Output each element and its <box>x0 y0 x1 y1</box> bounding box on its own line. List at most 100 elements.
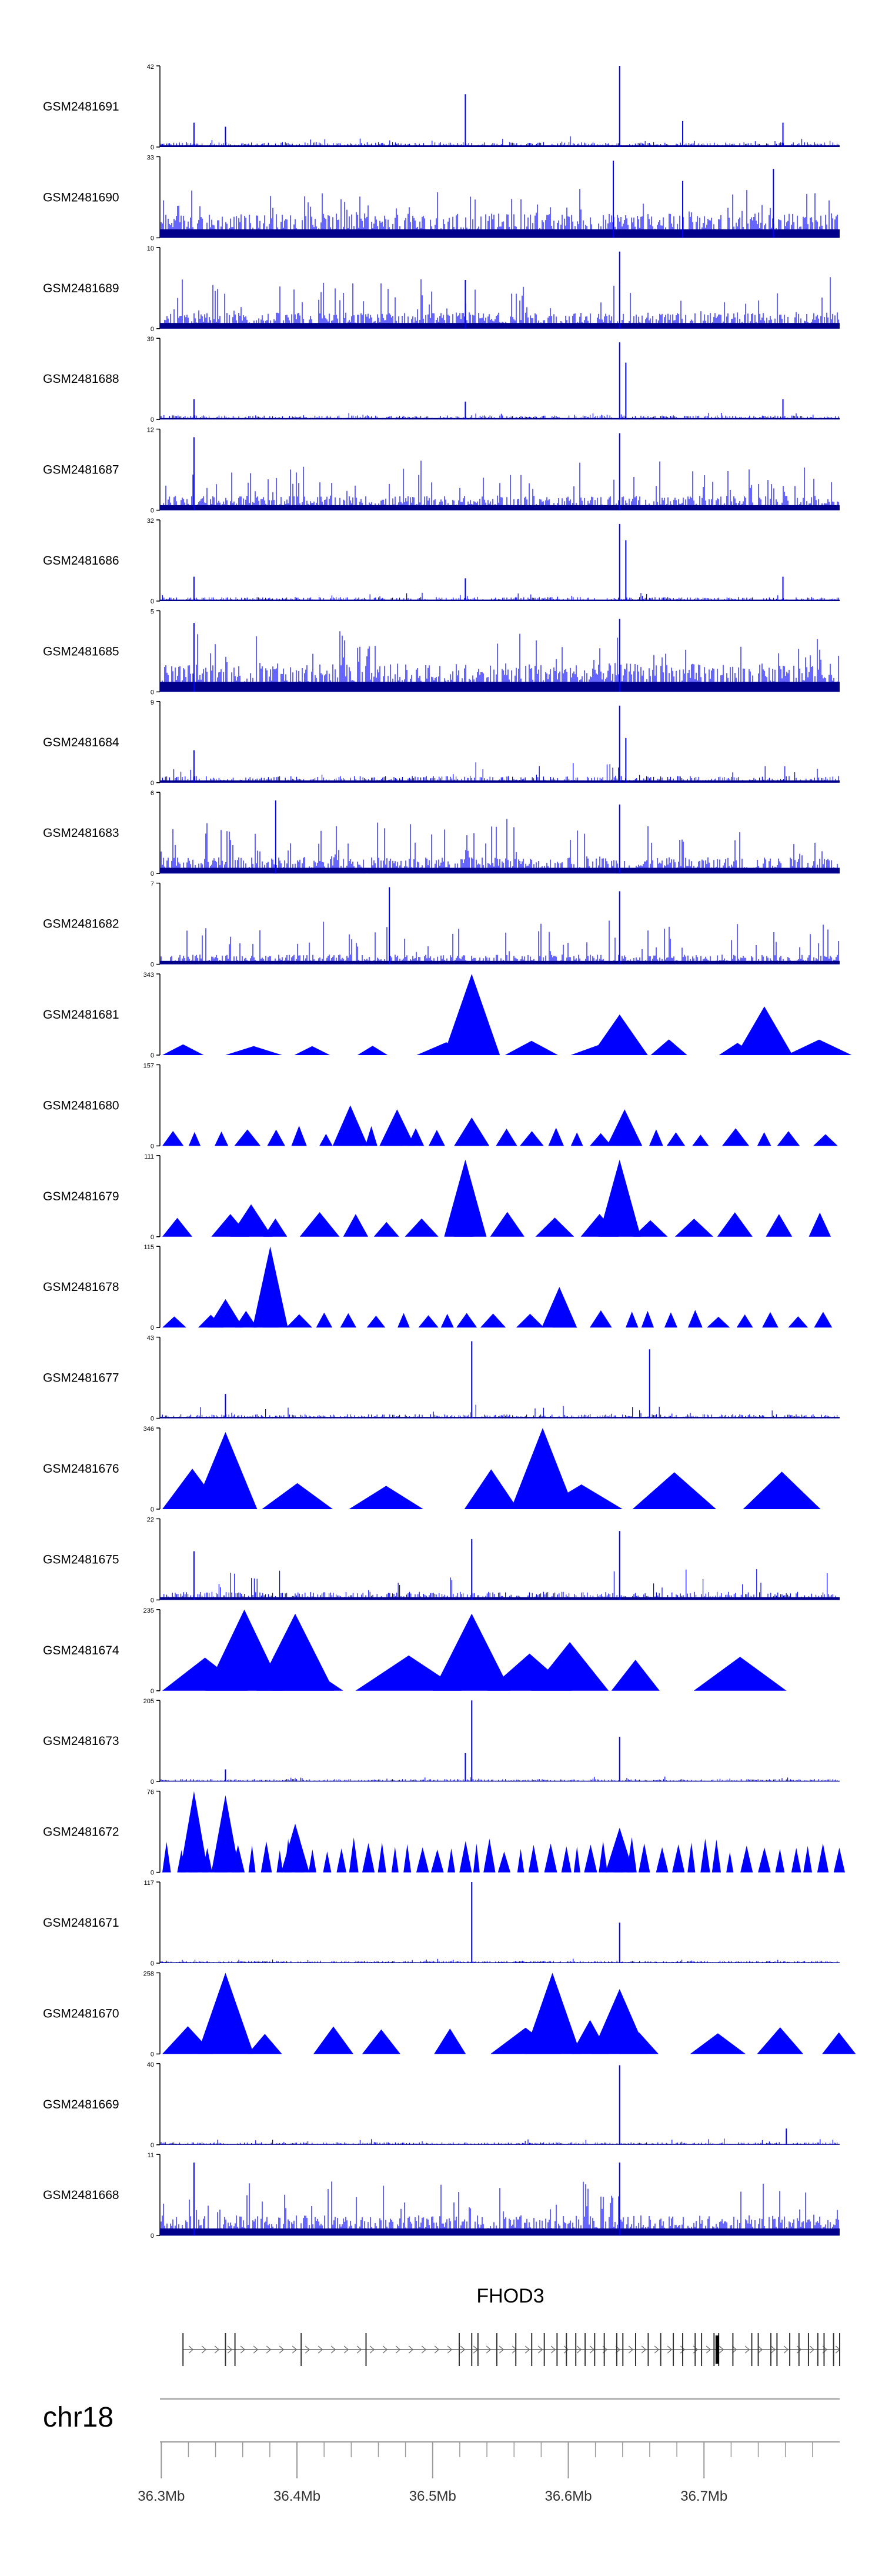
track-signal <box>160 2065 840 2145</box>
track-ymin-label: 0 <box>151 1052 154 1059</box>
signal-baseline <box>160 867 840 874</box>
gene-track: FHOD3 <box>182 2285 841 2366</box>
track-GSM2481684: GSM2481684 9 0 <box>43 699 840 787</box>
track-ymin-label: 0 <box>151 1597 154 1604</box>
track-ymax-label: 32 <box>147 518 154 525</box>
strand-arrow <box>356 2345 362 2354</box>
track-signal <box>162 1159 831 1237</box>
track-label: GSM2481678 <box>43 1280 119 1294</box>
track-label: GSM2481677 <box>43 1372 119 1385</box>
signal-peak <box>531 1642 609 1691</box>
signal-baseline <box>160 780 840 783</box>
signal-triangles <box>162 1212 831 1237</box>
signal-peak <box>252 1246 288 1328</box>
track-ymax-label: 76 <box>147 1789 154 1796</box>
axis-tick-label: 36.7Mb <box>680 2488 727 2504</box>
signal-peak <box>281 1823 310 1873</box>
track-ymax-label: 343 <box>143 972 154 979</box>
strand-arrow <box>421 2345 427 2354</box>
signal-peak <box>211 1795 240 1873</box>
gene-exon-cluster <box>715 2335 719 2364</box>
track-GSM2481672: GSM2481672 76 0 <box>43 1789 845 1877</box>
strand-arrow <box>253 2345 259 2354</box>
track-ymin-label: 0 <box>151 870 154 877</box>
strand-arrow <box>667 2345 673 2354</box>
track-ymin-label: 0 <box>151 1234 154 1241</box>
track-signal <box>162 974 852 1055</box>
track-ymin-label: 0 <box>151 598 154 605</box>
gene-name-label: FHOD3 <box>476 2285 544 2307</box>
track-ymin-label: 0 <box>151 1506 154 1513</box>
signal-peak <box>197 1973 254 2054</box>
track-signal <box>162 1246 833 1328</box>
track-signal <box>160 251 840 329</box>
strand-arrow <box>563 2345 569 2354</box>
track-signal <box>160 342 840 420</box>
track-signal <box>160 161 840 238</box>
signal-peak <box>444 1159 487 1237</box>
track-ymax-label: 39 <box>147 336 154 343</box>
signal-peak <box>591 1989 648 2054</box>
strand-arrow <box>654 2345 660 2354</box>
signal-baseline <box>160 323 840 329</box>
track-label: GSM2481691 <box>43 100 119 114</box>
track-ymax-label: 10 <box>147 245 154 252</box>
signal-peak <box>510 1428 574 1509</box>
track-ymax-label: 117 <box>143 1880 154 1887</box>
track-GSM2481685: GSM2481685 5 0 <box>43 608 840 696</box>
track-GSM2481676: GSM2481676 346 0 <box>43 1426 821 1513</box>
track-GSM2481682: GSM2481682 7 0 <box>43 881 840 969</box>
signal-baseline <box>160 599 840 601</box>
axis-tick-label: 36.5Mb <box>409 2488 456 2504</box>
strand-arrow <box>447 2345 453 2354</box>
strand-arrow <box>550 2345 556 2354</box>
signal-baseline <box>160 145 840 147</box>
track-ymin-label: 0 <box>151 144 154 151</box>
track-ymin-label: 0 <box>151 1143 154 1150</box>
track-ymin-label: 0 <box>151 1960 154 1967</box>
strand-arrow <box>641 2345 647 2354</box>
strand-arrow <box>279 2345 285 2354</box>
track-label: GSM2481676 <box>43 1462 119 1476</box>
signal-peak <box>256 1613 335 1691</box>
track-ymin-label: 0 <box>151 1416 154 1423</box>
strand-arrow <box>434 2345 440 2354</box>
strand-arrow <box>589 2345 595 2354</box>
signal-bars <box>161 461 839 510</box>
track-ymin-label: 0 <box>151 508 154 515</box>
signal-triangles <box>162 1310 833 1328</box>
track-ymin-label: 0 <box>151 962 154 969</box>
track-ymin-label: 0 <box>151 1688 154 1695</box>
track-label: GSM2481672 <box>43 1826 119 1839</box>
track-label: GSM2481681 <box>43 1008 119 1022</box>
track-ymax-label: 205 <box>143 1698 154 1705</box>
signal-peak <box>607 1109 643 1146</box>
axis-tick-label: 36.6Mb <box>544 2488 592 2504</box>
track-ymax-label: 9 <box>151 699 154 706</box>
track-label: GSM2481669 <box>43 2098 119 2111</box>
track-label: GSM2481687 <box>43 463 119 477</box>
genome-axis: 36.3Mb 36.4Mb 36.5Mb 36.6Mb 36.7Mb <box>138 2441 840 2504</box>
strand-arrow <box>305 2345 310 2354</box>
track-label: GSM2481685 <box>43 645 119 658</box>
strand-arrow <box>757 2345 763 2354</box>
track-ymin-label: 0 <box>151 1778 154 1786</box>
track-ymin-label: 0 <box>151 235 154 242</box>
track-ymin-label: 0 <box>151 326 154 333</box>
chromosome-label: chr18 <box>43 2402 113 2433</box>
signal-baseline <box>160 682 840 692</box>
track-signal <box>162 1105 838 1146</box>
track-GSM2481678: GSM2481678 115 0 <box>43 1244 833 1332</box>
track-label: GSM2481675 <box>43 1553 119 1566</box>
track-ymin-label: 0 <box>151 780 154 787</box>
strand-arrow <box>499 2345 505 2354</box>
track-ymin-label: 0 <box>151 1324 154 1332</box>
track-ymax-label: 6 <box>151 790 154 797</box>
track-signal <box>160 2163 840 2236</box>
signal-peak <box>443 974 500 1055</box>
strand-arrow <box>576 2345 582 2354</box>
track-ymax-label: 11 <box>148 2152 154 2159</box>
track-ymin-label: 0 <box>151 2051 154 2058</box>
strand-arrow <box>809 2345 815 2354</box>
